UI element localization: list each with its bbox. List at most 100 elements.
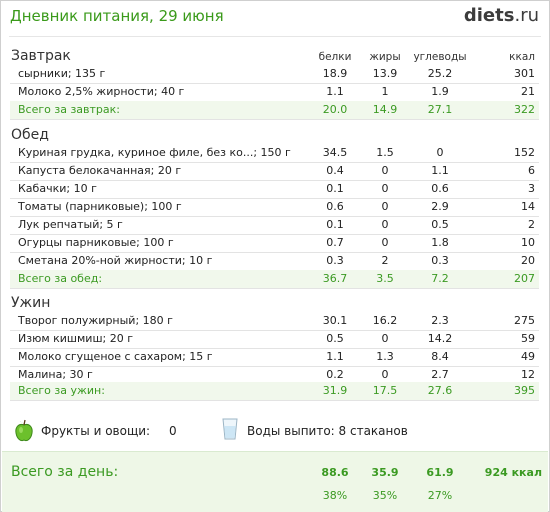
carbs-value: 14.2 xyxy=(427,332,453,345)
food-name: Огурцы парниковые; 100 г xyxy=(18,236,174,249)
protein-value: 0.6 xyxy=(326,200,344,213)
day-carbs-percent: 27% xyxy=(427,489,453,502)
fat-value: 0 xyxy=(381,236,389,249)
kcal-value: 20 xyxy=(521,254,535,267)
carbs-total: 27.1 xyxy=(427,103,453,116)
carbs-value: 0 xyxy=(436,146,444,159)
green-apple-icon xyxy=(15,419,33,442)
meal-title-breakfast: Завтрак xyxy=(11,48,71,64)
column-header-kcal: ккал xyxy=(509,51,535,63)
carbs-value: 0.3 xyxy=(431,254,449,267)
table-row: Куриная грудка, куриное филе, без ко...;… xyxy=(10,144,539,163)
carbs-value: 0.6 xyxy=(431,182,449,195)
protein-value: 34.5 xyxy=(322,146,348,159)
kcal-value: 21 xyxy=(521,85,535,98)
fat-value: 1.5 xyxy=(376,146,394,159)
site-logo[interactable]: diets.ru xyxy=(464,5,539,26)
water-drunk-label: Воды выпито: 8 стаканов xyxy=(247,424,408,438)
food-name: Сметана 20%-ной жирности; 10 г xyxy=(18,254,213,267)
kcal-value: 14 xyxy=(521,200,535,213)
protein-total: 31.9 xyxy=(322,384,348,397)
header: Дневник питания, 29 июня diets.ru xyxy=(1,1,549,37)
fruit-veg-label: Фрукты и овощи: xyxy=(41,424,151,438)
protein-value: 0.7 xyxy=(326,236,344,249)
kcal-value: 301 xyxy=(514,67,535,80)
food-name: Творог полужирный; 180 г xyxy=(18,314,173,327)
fat-value: 13.9 xyxy=(372,67,398,80)
day-kcal-total: 924 ккал xyxy=(484,466,542,479)
table-row: Изюм кишмиш; 20 г 0.5 0 14.2 59 xyxy=(10,330,539,349)
table-row: Творог полужирный; 180 г 30.1 16.2 2.3 2… xyxy=(10,312,539,331)
carbs-value: 1.8 xyxy=(431,236,449,249)
kcal-value: 10 xyxy=(521,236,535,249)
kcal-value: 152 xyxy=(514,146,535,159)
food-name: Изюм кишмиш; 20 г xyxy=(18,332,133,345)
column-header-carbs: углеводы xyxy=(413,51,467,63)
column-header-fat: жиры xyxy=(369,51,401,63)
day-total-label: Всего за день: xyxy=(11,464,119,480)
meal-total-row-lunch: Всего за обед: 36.7 3.5 7.2 207 xyxy=(10,270,539,289)
table-row: Томаты (парниковые); 100 г 0.6 0 2.9 14 xyxy=(10,198,539,217)
day-fat-percent: 35% xyxy=(372,489,398,502)
protein-value: 0.1 xyxy=(326,182,344,195)
day-protein-total: 88.6 xyxy=(321,466,349,479)
food-name: Лук репчатый; 5 г xyxy=(18,218,123,231)
kcal-value: 2 xyxy=(528,218,535,231)
table-row: Капуста белокачанная; 20 г 0.4 0 1.1 6 xyxy=(10,162,539,181)
protein-value: 18.9 xyxy=(322,67,348,80)
kcal-value: 12 xyxy=(521,368,535,381)
day-fat-total: 35.9 xyxy=(371,466,399,479)
kcal-total: 322 xyxy=(514,103,535,116)
protein-value: 0.3 xyxy=(326,254,344,267)
fat-value: 1 xyxy=(381,85,389,98)
total-label: Всего за обед: xyxy=(18,272,103,285)
kcal-total: 207 xyxy=(514,272,535,285)
protein-value: 0.1 xyxy=(326,218,344,231)
table-row: Сметана 20%-ной жирности; 10 г 0.3 2 0.3… xyxy=(10,252,539,271)
kcal-value: 275 xyxy=(514,314,535,327)
table-row: сырники; 135 г 18.9 13.9 25.2 301 xyxy=(10,65,539,84)
total-label: Всего за завтрак: xyxy=(18,103,121,116)
fat-total: 3.5 xyxy=(376,272,394,285)
protein-value: 1.1 xyxy=(326,85,344,98)
fat-value: 16.2 xyxy=(372,314,398,327)
carbs-total: 7.2 xyxy=(431,272,449,285)
meal-total-row-dinner: Всего за ужин: 31.9 17.5 27.6 395 xyxy=(10,382,539,401)
fat-value: 2 xyxy=(381,254,389,267)
table-row: Лук репчатый; 5 г 0.1 0 0.5 2 xyxy=(10,216,539,235)
table-row: Молоко 2,5% жирности; 40 г 1.1 1 1.9 21 xyxy=(10,83,539,102)
kcal-total: 395 xyxy=(514,384,535,397)
meal-title-lunch: Обед xyxy=(11,127,49,143)
fat-value: 0 xyxy=(381,182,389,195)
meal-total-row-breakfast: Всего за завтрак: 20.0 14.9 27.1 322 xyxy=(10,101,539,120)
fat-value: 0 xyxy=(381,218,389,231)
protein-value: 0.2 xyxy=(326,368,344,381)
logo-tld: .ru xyxy=(514,5,539,26)
carbs-total: 27.6 xyxy=(427,384,453,397)
logo-main: diets xyxy=(463,5,515,26)
meal-title-dinner: Ужин xyxy=(11,295,51,311)
day-protein-percent: 38% xyxy=(322,489,348,502)
total-label: Всего за ужин: xyxy=(18,384,105,397)
food-name: Малина; 30 г xyxy=(18,368,93,381)
protein-value: 0.5 xyxy=(326,332,344,345)
fruit-veg-value: 0 xyxy=(169,424,177,438)
fat-value: 0 xyxy=(381,368,389,381)
food-name: Молоко сгущеное с сахаром; 15 г xyxy=(18,350,213,363)
carbs-value: 8.4 xyxy=(431,350,449,363)
food-name: Кабачки; 10 г xyxy=(18,182,97,195)
carbs-value: 2.9 xyxy=(431,200,449,213)
kcal-value: 3 xyxy=(528,182,535,195)
fat-value: 0 xyxy=(381,164,389,177)
food-name: Капуста белокачанная; 20 г xyxy=(18,164,182,177)
protein-value: 0.4 xyxy=(326,164,344,177)
food-name: Куриная грудка, куриное филе, без ко...;… xyxy=(18,146,291,159)
protein-value: 30.1 xyxy=(322,314,348,327)
water-glass-icon xyxy=(222,418,238,440)
column-header-protein: белки xyxy=(318,51,352,63)
carbs-value: 1.9 xyxy=(431,85,449,98)
carbs-value: 2.7 xyxy=(431,368,449,381)
protein-total: 20.0 xyxy=(322,103,348,116)
food-name: Томаты (парниковые); 100 г xyxy=(18,200,182,213)
